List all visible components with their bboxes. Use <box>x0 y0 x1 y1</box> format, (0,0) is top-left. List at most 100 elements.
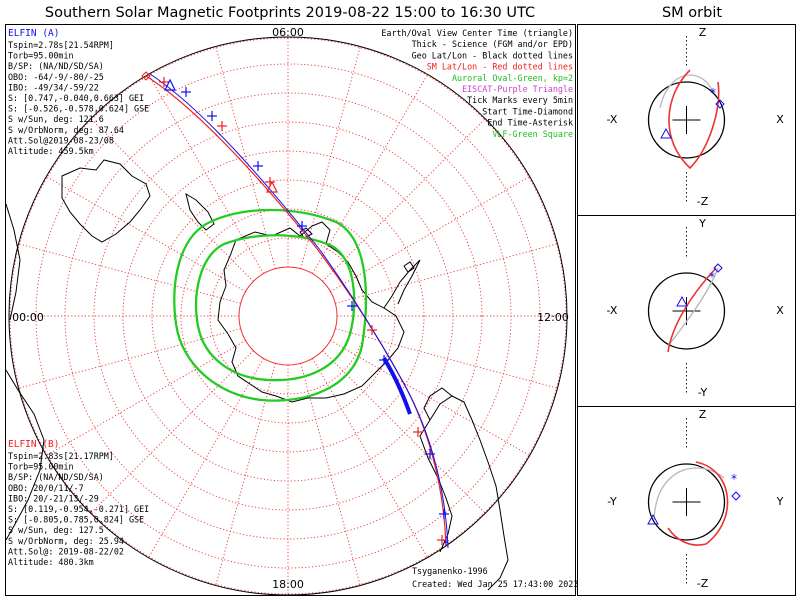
mlt-label-right: 12:00 <box>537 311 569 324</box>
elfin-b-info-line: S w/Sun, deg: 127.5 <box>8 525 104 535</box>
satellite-tracks: * <box>141 71 450 553</box>
sm-lat-circle <box>93 121 483 511</box>
map-horizon <box>8 36 568 596</box>
elfin-a-tick <box>181 87 191 97</box>
orbit-diamond <box>715 99 725 109</box>
elfin-a-info-line: S: [0.747,-0.040,0.663] GEI <box>8 93 144 103</box>
elfin-b-center-triangle <box>266 180 278 193</box>
orbit-panel-3: * Z -Z -Y Y <box>607 408 783 590</box>
elfin-a-tick <box>297 221 307 231</box>
legend-entry: Geo Lat/Lon - Black dotted lines <box>412 50 573 60</box>
orbit-b <box>667 461 729 546</box>
sm-lon-line <box>312 75 428 274</box>
australia-coast <box>61 159 151 243</box>
orbit-panel-1: * Z -Z -X X <box>607 26 785 208</box>
mlt-label-top: 06:00 <box>272 26 304 39</box>
elfin-a-info-line: IBO: -49/34/-59/22 <box>8 82 99 92</box>
sm-lon-line <box>91 119 254 282</box>
sm-lon-line <box>300 47 361 269</box>
sm-lon-line <box>148 358 264 557</box>
coastlines <box>5 159 509 591</box>
elfin-a-info-line: Altitude: 459.5km <box>8 146 94 156</box>
orbit-frame <box>577 24 796 596</box>
elfin-b-tick <box>437 535 447 545</box>
orbit-triangle <box>647 513 659 525</box>
elfin-a-info: ELFIN (A) Tspin=2.78s[21.54RPM]Torb=95.0… <box>8 28 149 156</box>
island-b <box>299 227 313 239</box>
axis-label-bottom: -Y <box>698 386 708 399</box>
asia-edge <box>5 203 21 321</box>
orbit-triangle <box>660 127 672 139</box>
sm-lon-line <box>335 328 557 389</box>
legend-entry: End Time-Asterisk <box>487 118 573 128</box>
sm-lon-line <box>312 358 428 557</box>
elfin-a-tick <box>425 449 435 459</box>
orbit-b <box>668 69 720 170</box>
legend-entry: VLF-Green Square <box>492 129 573 139</box>
orbit-shadow <box>667 267 719 347</box>
elfin-a-info-line: Att.Sol@2019-08-23/08 <box>8 135 114 145</box>
sm-lon-line <box>19 243 241 304</box>
sm-lon-line <box>148 75 264 274</box>
elfin-a-info-line: OBO: -64/-9/-80/-25 <box>8 72 104 82</box>
elfin-a-name: ELFIN (A) <box>8 28 59 39</box>
elfin-a-tick <box>439 509 449 519</box>
orbit-asterisk: * <box>709 270 715 284</box>
polar-map: * 06:00 00:00 12:00 18:00 ELFIN (A) Tspi… <box>5 26 578 596</box>
elfin-b-info-line: S: [-0.805,0.785,0.824] GSE <box>8 515 144 525</box>
elfin-a-center-triangle <box>164 78 176 91</box>
elfin-b-tick <box>367 325 377 335</box>
south-america-tip <box>423 387 453 421</box>
elfin-b-info-line: Tspin=2.83s[21.17RPM] <box>8 451 114 461</box>
elfin-a-tick <box>207 111 217 121</box>
legend-entry: Earth/Oval View Center Time (triangle) <box>381 28 573 38</box>
orbit-panel-2: * Y -Y -X X <box>607 217 785 399</box>
elfin-a-info-line: B/SP: (NA/ND/SD/SA) <box>8 61 104 71</box>
axis-label-right: X <box>776 304 784 317</box>
axis-label-left: -Y <box>607 495 617 508</box>
map-legend: Earth/Oval View Center Time (triangle)Th… <box>381 28 573 139</box>
sm-lon-line <box>335 243 557 304</box>
elfin-a-info-line: Tspin=2.78s[21.54RPM] <box>8 40 114 50</box>
elfin-a-info-line: S w/OrbNorm, deg: 87.64 <box>8 125 124 135</box>
elfin-b-info-line: B/SP: (NA/ND/SD/SA) <box>8 472 104 482</box>
island-a <box>403 261 415 273</box>
elfin-b-tick <box>413 427 423 437</box>
axis-label-left: -X <box>607 113 618 126</box>
antarctica-coast <box>217 221 405 403</box>
orbit-panels: * Z -Z -X X * Y -Y -X X * Z -Z -Y Y <box>607 26 785 590</box>
elfin-b-info-line: Altitude: 480.3km <box>8 557 94 567</box>
elfin-a-tick <box>253 161 263 171</box>
elfin-a-info-line: S w/Sun, deg: 121.6 <box>8 114 104 124</box>
axis-label-bottom: -Z <box>697 577 709 590</box>
axis-label-top: Y <box>698 217 706 230</box>
sm-lat-circle <box>151 179 425 453</box>
orbit-diamond <box>713 263 723 273</box>
mlt-label-bottom: 18:00 <box>272 578 304 591</box>
axis-label-top: Z <box>699 408 707 421</box>
elfin-b-lines: Tspin=2.83s[21.17RPM]Torb=95.00minB/SP: … <box>8 451 149 567</box>
elfin-b-info-line: OBO: 20/0/11/-7 <box>8 483 84 493</box>
orbit-triangle <box>676 295 688 307</box>
elfin-a-info-line: Torb=95.00min <box>8 51 74 61</box>
elfin-a-tick <box>379 355 389 365</box>
sm-lon-line <box>47 176 246 292</box>
orbit-title: SM orbit <box>662 5 722 21</box>
auroral-ovals <box>173 208 368 402</box>
orbit-asterisk: * <box>710 86 716 100</box>
elfin-b-tick <box>159 77 169 87</box>
legend-entry: Auroral Oval-Green, kp=2 <box>452 73 573 83</box>
axis-label-right: Y <box>776 495 784 508</box>
map-frame <box>5 24 576 596</box>
created-timestamp: Created: Wed Jan 25 17:43:00 2023 <box>412 579 578 589</box>
start-diamond <box>141 71 151 81</box>
elfin-b-info-line: Att.Sol@: 2019-08-22/02 <box>8 546 124 556</box>
elfin-b-info-line: Torb=95.00min <box>8 462 74 472</box>
sm-lon-line <box>215 47 276 269</box>
elfin-b-info-line: S: [0.119,-0.954,-0.271] GEI <box>8 504 149 514</box>
axis-label-top: Z <box>699 26 707 39</box>
sm-lon-line <box>47 340 246 456</box>
sm-lon-line <box>322 119 485 282</box>
auroral-oval-outer <box>173 208 368 402</box>
